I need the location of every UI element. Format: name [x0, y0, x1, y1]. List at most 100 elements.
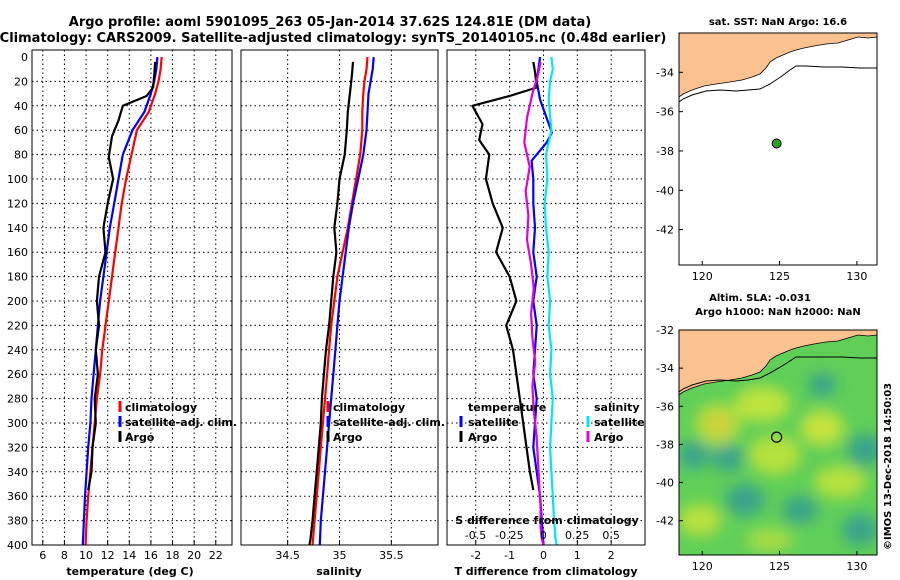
depth-tick-label: 220: [7, 319, 28, 332]
salinity-series: [308, 56, 375, 546]
altimetry-map: Altim. SLA: -0.031 Argo h1000: NaN h2000…: [656, 293, 878, 573]
temperature-series: [81, 56, 163, 546]
depth-tick-label: 280: [7, 393, 28, 406]
x-tick-label: 22: [209, 549, 223, 562]
lat-tick-label: -40: [656, 184, 674, 197]
series-salinity-satellite: [543, 56, 558, 546]
s-diff-tick-label: 0.5: [602, 529, 620, 542]
s-legend-label-satellite: satellite: [594, 416, 645, 429]
depth-tick-label: 380: [7, 515, 28, 528]
s-difference-xlabel: S difference from climatology: [455, 514, 639, 527]
x-tick-label: 10: [79, 549, 93, 562]
lon-tick-label: 125: [769, 560, 790, 573]
sst-map-contour: [678, 65, 877, 103]
temperature-tick-labels: 6 8 10 12 14 16 18 20 22: [39, 549, 222, 562]
sla-blob: [679, 504, 722, 536]
altimetry-map-land: [679, 330, 877, 396]
depth-tick-label: 100: [7, 173, 28, 186]
altimetry-map-float-marker: [771, 431, 783, 443]
sla-blob: [782, 496, 818, 524]
t-legend-label-argo: Argo: [468, 431, 498, 444]
depth-tick-label: 300: [7, 417, 28, 430]
x-tick-label: 8: [61, 549, 68, 562]
depth-tick-label: 360: [7, 490, 28, 503]
x-tick-label: 6: [39, 549, 46, 562]
difference-axes-frame: [446, 49, 646, 546]
s-diff-tick-label: 0: [540, 529, 547, 542]
x-tick-label: 18: [166, 549, 180, 562]
difference-legend: temperature satellite Argo salinity sate…: [459, 401, 645, 444]
title-line-2: Climatology: CARS2009. Satellite-adjuste…: [0, 31, 666, 46]
x-tick-label: 14: [122, 549, 136, 562]
depth-tick-label: 180: [7, 271, 28, 284]
s-diff-tick-label: 0.25: [565, 529, 590, 542]
sst-map-lat-labels: -34 -36 -38 -40 -42: [656, 66, 683, 237]
altimetry-map-frame: [678, 329, 878, 556]
legend-title-salinity: salinity: [594, 401, 640, 414]
t-difference-xlabel: T difference from climatology: [454, 565, 637, 578]
depth-tick-label: 260: [7, 368, 28, 381]
series-temperature-satellite: [530, 56, 553, 546]
altimetry-map-lon-labels: 120 125 130: [692, 551, 867, 573]
sst-map: sat. SST: NaN Argo: 16.6 -34 -36 -38 -40 -42…: [656, 17, 878, 283]
t-legend-label-satellite: satellite: [468, 416, 519, 429]
t-difference-tick-labels: -2 -1 0 1 2: [470, 549, 614, 562]
lat-tick-label: -32: [656, 324, 674, 337]
sla-blob: [734, 386, 790, 422]
sst-map-frame: [678, 32, 878, 266]
s-legend-label-argo: Argo: [333, 431, 363, 444]
depth-tick-label: 240: [7, 344, 28, 357]
difference-panel: -2 -1 0 1 2 -0.5 -0.25 0 0.25 0.5 T difference f…: [446, 49, 646, 578]
lat-tick-label: -38: [656, 145, 674, 158]
lat-tick-label: -36: [656, 400, 674, 413]
sla-blob: [746, 528, 794, 552]
sla-blob: [814, 466, 866, 498]
altimetry-map-contour: [679, 356, 877, 393]
lat-tick-label: -42: [656, 224, 674, 237]
series-temperature-argo: [471, 61, 538, 491]
x-tick-label: 1: [574, 549, 581, 562]
s-legend-label-satellite-adj: satellite-adj. clim.: [333, 416, 445, 429]
s-difference-tick-labels: -0.5 -0.25 0 0.25 0.5: [465, 529, 620, 542]
sla-blob: [847, 434, 877, 466]
sst-map-land: [678, 32, 878, 98]
x-tick-label: -1: [504, 549, 515, 562]
lon-tick-label: 130: [846, 560, 867, 573]
salinity-axes-frame: [240, 49, 439, 546]
temperature-axes-frame: [31, 49, 233, 546]
sst-map-title: sat. SST: NaN Argo: 16.6: [709, 17, 847, 28]
s-diff-tick-label: -0.25: [495, 529, 523, 542]
depth-tick-label: 60: [14, 124, 28, 137]
depth-tick-label: 160: [7, 246, 28, 259]
series-argo: [87, 61, 157, 491]
sst-map-float-marker: [771, 138, 782, 149]
salinity-legend: climatology satellite-adj. clim. Argo: [326, 401, 445, 444]
depth-tick-labels: 0 20 40 60 80 100 120 140 160 180 200 220 240 260 280 3…: [7, 51, 28, 552]
sla-blob: [679, 441, 710, 469]
altimetry-map-title-2: Argo h1000: NaN h2000: NaN: [695, 307, 861, 318]
depth-tick-label: 400: [7, 539, 28, 552]
depth-tick-label: 320: [7, 441, 28, 454]
s-legend-label-argo: Argo: [594, 431, 624, 444]
series-satellite-adj-clim-: [318, 56, 375, 546]
imos-watermark: ©IMOS 13-Dec-2018 14:50:03: [883, 383, 894, 550]
series-satellite-adj-clim-: [81, 56, 159, 546]
salinity-xlabel: salinity: [316, 565, 362, 578]
x-tick-label: 2: [608, 549, 615, 562]
x-tick-label: 34.5: [275, 549, 300, 562]
title-line-1: Argo profile: aoml 5901095_263 05-Jan-20…: [69, 15, 591, 30]
lon-tick-label: 130: [846, 270, 867, 283]
x-tick-label: 35: [333, 549, 347, 562]
sla-blob: [712, 444, 744, 472]
s-legend-label-climatology: climatology: [333, 401, 405, 414]
x-tick-label: 16: [144, 549, 158, 562]
x-tick-label: 0: [540, 549, 547, 562]
depth-tick-label: 120: [7, 197, 28, 210]
temperature-legend: climatology satellite-adj. clim. Argo: [118, 401, 237, 444]
depth-tick-label: 0: [21, 51, 28, 64]
series-salinity-argo: [523, 61, 545, 546]
sla-blob: [842, 514, 877, 546]
temperature-grid: [32, 50, 232, 545]
sst-map-lon-labels: 120 125 130: [692, 261, 867, 283]
depth-tick-label: 340: [7, 466, 28, 479]
